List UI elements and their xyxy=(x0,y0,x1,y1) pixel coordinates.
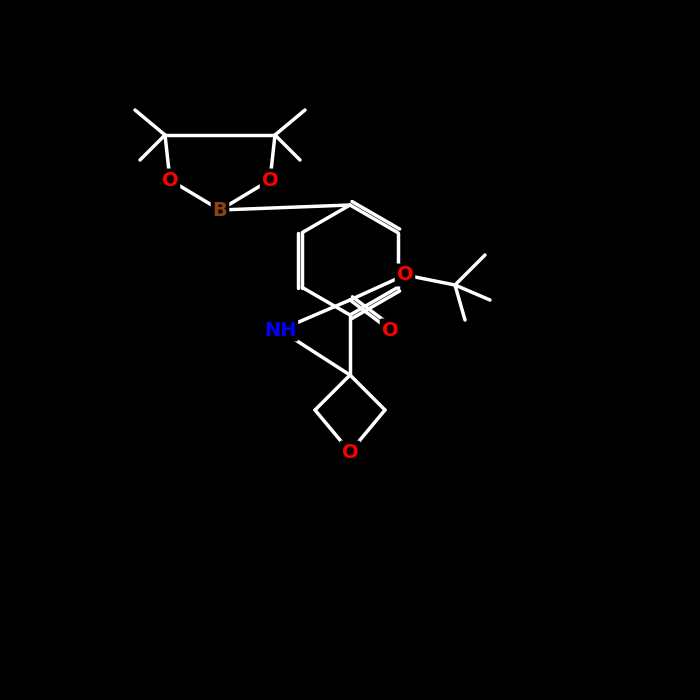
Text: O: O xyxy=(382,321,398,340)
Text: NH: NH xyxy=(264,321,296,340)
Text: O: O xyxy=(342,442,358,461)
Text: B: B xyxy=(213,200,228,220)
Text: O: O xyxy=(262,171,279,190)
Text: O: O xyxy=(162,171,178,190)
Text: O: O xyxy=(397,265,413,284)
